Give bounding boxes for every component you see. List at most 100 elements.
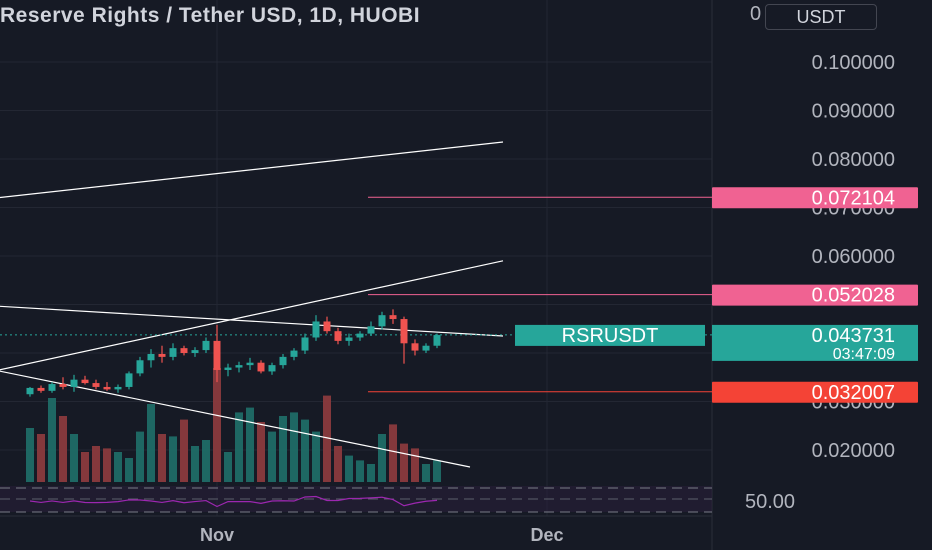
volume-bar	[26, 428, 34, 482]
level-price-label-3: 0.032007	[812, 382, 895, 404]
volume-bar	[279, 416, 287, 482]
x-tick-label: Dec	[530, 525, 563, 545]
candle-body	[169, 348, 177, 357]
candle-body	[290, 350, 298, 357]
volume-bar	[246, 407, 254, 482]
volume-bar	[169, 436, 177, 482]
candle-body	[158, 353, 166, 357]
level-price-tag-3	[712, 381, 918, 403]
level-price-tag-1	[712, 187, 918, 209]
candle-body	[356, 333, 364, 338]
candle-body	[191, 350, 199, 353]
volume-bar	[389, 424, 397, 482]
volume-bar	[334, 446, 342, 482]
y-tick-label: 0.020000	[812, 440, 895, 462]
candle-body	[59, 384, 67, 387]
volume-bar	[158, 434, 166, 482]
candle-body	[301, 337, 309, 351]
volume-bar	[367, 464, 375, 482]
candle-body	[70, 379, 78, 387]
volume-bar	[312, 431, 320, 482]
volume-bar	[257, 422, 265, 482]
candle-body	[378, 315, 386, 327]
candle-body	[202, 340, 210, 351]
current-price-label: 0.043731	[812, 325, 895, 347]
volume-bar	[433, 460, 441, 482]
candle-body	[334, 331, 342, 341]
level-price-label-1: 0.072104	[812, 187, 895, 209]
symbol-tag	[515, 324, 705, 346]
candle-body	[224, 367, 232, 370]
volume-bar	[422, 464, 430, 482]
volume-bar	[301, 419, 309, 482]
level-price-tag-2	[712, 284, 918, 306]
volume-bar	[235, 412, 243, 482]
candle-body	[367, 326, 375, 334]
y-tick-label: 0.090000	[812, 101, 895, 123]
volume-bar	[103, 448, 111, 482]
chart-title: Reserve Rights / Tether USD, 1D, HUOBI	[0, 4, 421, 27]
candle-body	[411, 343, 419, 351]
candle-body	[136, 360, 144, 374]
candle-body	[323, 321, 331, 332]
candle-body	[279, 356, 287, 366]
candle-body	[312, 321, 320, 338]
candle-body	[433, 335, 441, 346]
candle-body	[213, 340, 221, 370]
candle-body	[103, 386, 111, 390]
volume-bar	[290, 412, 298, 482]
candle-body	[389, 315, 397, 320]
candle-body	[147, 353, 155, 361]
volume-bar	[345, 455, 353, 482]
currency-selector-button[interactable]: USDT	[765, 4, 877, 30]
y-tick-label: 0.080000	[812, 149, 895, 171]
candle-body	[125, 373, 133, 387]
volume-bar	[356, 460, 364, 482]
volume-bar	[224, 452, 232, 482]
candle-body	[114, 386, 122, 390]
volume-bar	[59, 416, 67, 482]
volume-bar	[147, 404, 155, 482]
volume-bar	[202, 440, 210, 482]
candle-body	[26, 387, 34, 395]
candle-body	[400, 319, 408, 344]
volume-bar	[70, 434, 78, 482]
trendline-4	[0, 370, 471, 468]
volume-bar	[37, 434, 45, 482]
candle-body	[37, 387, 45, 391]
rsi-line	[29, 495, 438, 508]
candle-body	[235, 365, 243, 368]
x-tick-label: Nov	[200, 525, 234, 545]
volume-bar	[81, 452, 89, 482]
volume-bar	[136, 431, 144, 482]
volume-bar	[180, 419, 188, 482]
current-price-tag	[712, 324, 918, 361]
volume-bar	[213, 368, 221, 482]
candle-body	[257, 362, 265, 372]
y-tick-label: 0.060000	[812, 246, 895, 268]
volume-bar	[268, 431, 276, 482]
volume-bar	[191, 446, 199, 482]
candle-body	[81, 379, 89, 384]
volume-bar	[114, 452, 122, 482]
y-tick-label: 0.100000	[812, 52, 895, 74]
candle-body	[345, 337, 353, 341]
candle-body	[92, 383, 100, 387]
countdown-label: 03:47:09	[833, 346, 895, 363]
volume-bar	[92, 446, 100, 482]
candle-body	[268, 365, 276, 372]
trendline-2	[0, 260, 504, 371]
candle-body	[180, 348, 188, 353]
candle-body	[422, 345, 430, 351]
candle-body	[48, 384, 56, 391]
trendline-3	[0, 305, 504, 337]
volume-bar	[411, 448, 419, 482]
volume-bar	[48, 398, 56, 482]
level-price-label-2: 0.052028	[812, 285, 895, 307]
trendline-1	[0, 141, 504, 199]
volume-bar	[125, 458, 133, 482]
candle-body	[246, 362, 254, 366]
